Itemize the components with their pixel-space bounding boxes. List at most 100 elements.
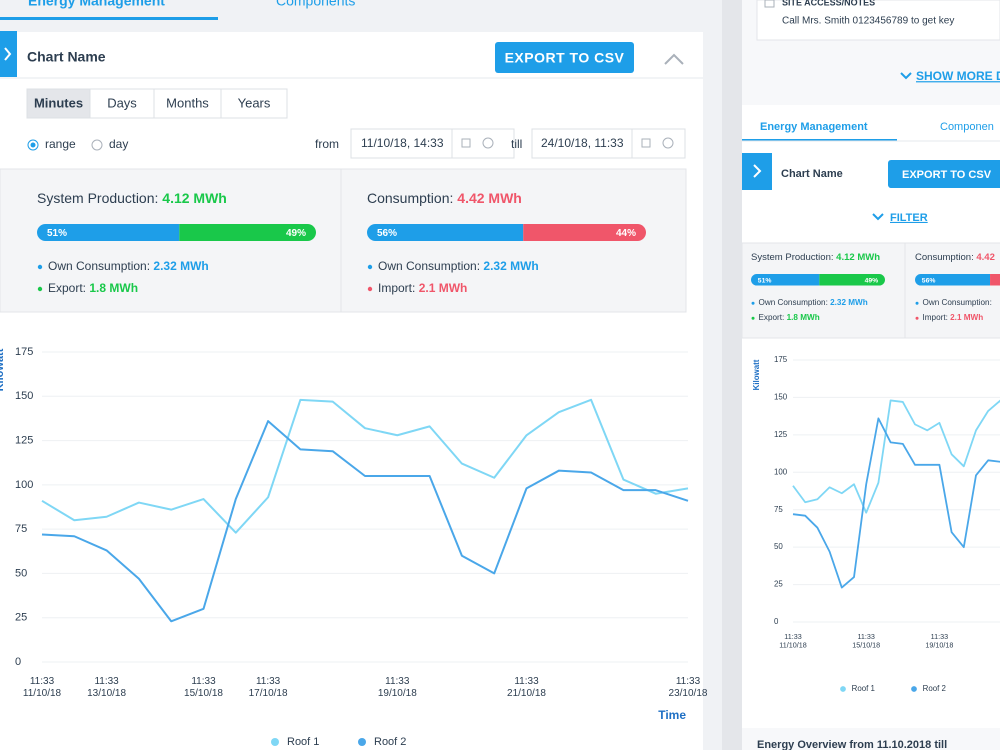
x-tick-label: 11:33 11/10/18	[779, 632, 806, 650]
side: SITE ACCESS/NOTES Call Mrs. Smith 0123456…	[751, 0, 1000, 750]
label: Export:	[758, 313, 784, 322]
tab[interactable]: Energy Management	[760, 121, 868, 133]
tab-underline	[0, 17, 218, 20]
collapse-tab[interactable]	[742, 153, 772, 190]
y-tick-label: 100	[774, 467, 788, 476]
label: System Production:	[37, 190, 158, 206]
series-line	[792, 417, 1000, 589]
x-tick-label: 11:33 15/10/18	[852, 632, 880, 650]
period-label: Months	[166, 95, 209, 110]
bullet	[915, 301, 919, 305]
split-segment	[915, 274, 991, 286]
split-label: 49%	[865, 278, 879, 285]
from-value: 11/10/18, 14:33	[361, 136, 444, 150]
y-tick-label: 175	[774, 355, 788, 364]
value: 2.32 MWh	[153, 259, 208, 273]
y-tick-label: 50	[774, 542, 783, 551]
series-line	[41, 420, 689, 623]
show-more[interactable]: SHOW MORE D	[916, 69, 1000, 83]
summary-item: Export: 1.8 MWh	[758, 313, 819, 322]
divider	[722, 0, 742, 750]
calendar-icon[interactable]	[461, 138, 471, 148]
clock-icon[interactable]	[482, 137, 494, 149]
tab[interactable]: Energy Management	[28, 0, 165, 9]
label: Consumption:	[367, 190, 453, 206]
legend-label: Roof 1	[852, 684, 876, 693]
legend-label: Roof 1	[287, 736, 319, 748]
side-card	[742, 105, 1000, 750]
value: 2.32 MWh	[830, 298, 868, 307]
split-segment	[751, 274, 820, 286]
tab[interactable]: Components	[276, 0, 355, 9]
period-button[interactable]	[89, 88, 155, 119]
collapse-tab[interactable]	[0, 31, 17, 77]
card-title: Chart Name	[27, 49, 106, 65]
chevron-down	[872, 213, 884, 221]
split-label: 56%	[377, 228, 397, 239]
radio[interactable]	[91, 139, 103, 151]
till-label: till	[511, 137, 522, 151]
radio-label: day	[109, 137, 128, 151]
y-tick-label: 100	[15, 479, 33, 491]
chevron	[4, 47, 12, 61]
export-label: EXPORT TO CSV	[902, 169, 992, 181]
collapse-icon[interactable]	[664, 53, 684, 65]
y-tick-label: 25	[15, 612, 27, 624]
value: 2.32 MWh	[483, 259, 538, 273]
summary-heading: Consumption: 4.42	[915, 252, 995, 263]
chevron-down	[900, 72, 912, 80]
legend-label: Roof 2	[923, 684, 946, 693]
summary-item: Own Consumption: 2.32 MWh	[378, 259, 539, 273]
summary-heading: Consumption: 4.42 MWh	[367, 190, 522, 206]
label: Own Consumption:	[378, 259, 480, 273]
export-button[interactable]	[888, 160, 1000, 188]
summary: System Production: 4.12 MWh Own Consumpti…	[37, 190, 646, 295]
bullet	[37, 286, 43, 292]
split-segment	[37, 224, 180, 241]
y-tick-label: 175	[15, 346, 33, 358]
bullet	[915, 316, 919, 320]
y-tick-label: 125	[774, 430, 788, 439]
label: Export:	[48, 281, 86, 295]
till-input[interactable]	[531, 128, 686, 159]
legend-label: Roof 2	[374, 736, 406, 748]
y-tick-label: 0	[15, 656, 21, 668]
export-label: EXPORT TO CSV	[505, 50, 625, 66]
period-button[interactable]	[220, 88, 288, 119]
y-axis-label: Kilowatt	[0, 348, 6, 391]
label: Import:	[378, 281, 415, 295]
export-button[interactable]	[495, 42, 634, 73]
radio-label: range	[45, 137, 76, 151]
label: System Production:	[751, 252, 834, 263]
split-segment	[990, 274, 1000, 286]
radio-dot	[30, 142, 36, 148]
summary-item: Own Consumption: 2.32 MWh	[48, 259, 209, 273]
y-tick-label: 150	[15, 390, 33, 402]
y-tick-label: 75	[15, 523, 27, 535]
calendar-icon[interactable]	[641, 138, 651, 148]
value: 4.12 MWh	[836, 252, 880, 263]
bullet	[37, 264, 43, 270]
y-tick-label: 25	[774, 580, 783, 589]
y-tick-label: 125	[15, 434, 33, 446]
legend-swatch	[358, 738, 366, 746]
split-label: 51%	[758, 278, 772, 285]
tab[interactable]: Componen	[940, 121, 994, 133]
filter[interactable]: FILTER	[890, 212, 928, 224]
label: Own Consumption:	[758, 298, 827, 307]
period-label: Years	[238, 95, 271, 110]
notes-icon	[764, 0, 775, 8]
summary-heading: System Production: 4.12 MWh	[37, 190, 227, 206]
from-input[interactable]	[350, 128, 515, 159]
bullet	[367, 264, 373, 270]
x-axis-label: Time	[658, 708, 686, 722]
x-tick-label: 11:33 11/10/18	[23, 676, 62, 699]
period-button[interactable]	[26, 88, 91, 119]
x-tick-label: 11:33 19/10/18	[378, 676, 417, 699]
x-tick-label: 11:33 17/10/18	[249, 676, 288, 699]
summary-item: Import: 2.1 MWh	[378, 281, 467, 295]
clock-icon[interactable]	[662, 137, 674, 149]
label: Own Consumption:	[48, 259, 150, 273]
period-label: Days	[107, 95, 137, 110]
